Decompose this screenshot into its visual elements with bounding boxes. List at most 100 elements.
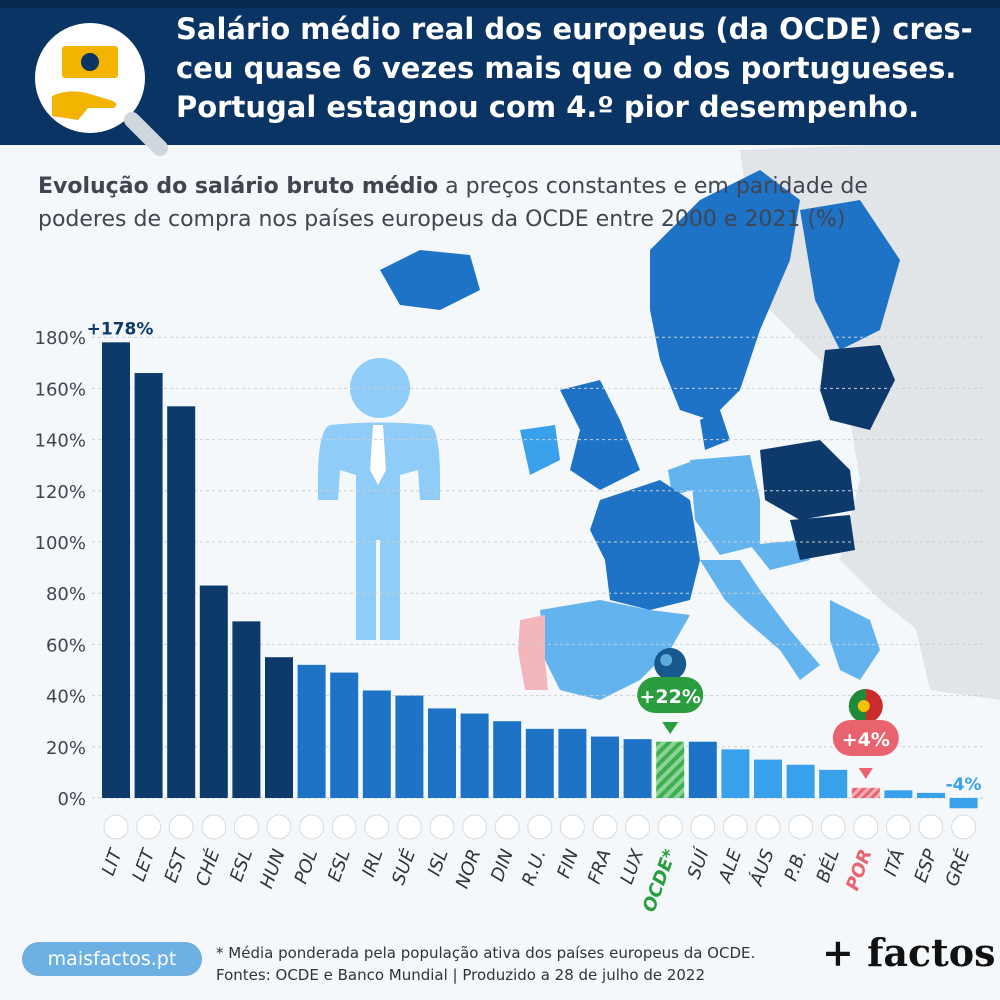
headline-line-3: Portugal estagnou com 4.º pior desempenh… [176, 90, 920, 124]
greece-flag [951, 814, 977, 840]
bar [949, 798, 978, 809]
flag-disc [625, 814, 651, 840]
slovenia-flag [331, 814, 357, 840]
bar [134, 373, 163, 798]
x-tick-label: SUÍ [683, 845, 714, 882]
flag-disc [788, 814, 814, 840]
x-tick-label: CHÉ [191, 846, 225, 889]
bar [460, 713, 489, 798]
bar [232, 621, 261, 798]
bar [265, 657, 293, 798]
map-finland [800, 200, 900, 350]
map-italy [700, 560, 820, 680]
footnote-line-2: Fontes: OCDE e Banco Mundial | Produzido… [216, 966, 706, 984]
globe-land [660, 654, 673, 666]
headline-line-1: Salário médio real dos europeus (da OCDE… [176, 12, 973, 46]
flag-disc [364, 814, 390, 840]
flag-disc [853, 814, 879, 840]
x-tick-label: SUÉ [387, 846, 420, 888]
flag-disc [233, 814, 259, 840]
x-tick-label: ITÁ [879, 846, 909, 879]
map-spain [540, 600, 690, 700]
denmark-flag [494, 814, 520, 840]
portugal-pointer [858, 768, 873, 779]
portugal-flag-emblem [857, 700, 870, 712]
x-tick-label: ESL [226, 847, 257, 885]
norway-flag [462, 814, 488, 840]
header-banner [0, 0, 1000, 145]
flag-disc [266, 814, 292, 840]
flag-disc [527, 814, 553, 840]
netherlands-flag [788, 814, 814, 840]
negative-bar-label: -4% [946, 775, 982, 795]
bar [721, 749, 750, 798]
bar [330, 672, 359, 798]
bar [656, 741, 685, 798]
x-tick-label: POL [291, 847, 323, 887]
bar [851, 787, 880, 798]
flag-disc [136, 814, 162, 840]
globe-icon [657, 814, 683, 840]
map-baltics [820, 345, 895, 430]
y-tick-label: 140% [35, 431, 86, 452]
hungary-flag [266, 814, 292, 840]
y-tick-label: 160% [35, 379, 86, 400]
worker-body [318, 422, 440, 640]
x-tick-label: LUX [616, 846, 648, 887]
map-light-countries [518, 455, 880, 700]
austria-flag [755, 814, 781, 840]
flag-disc [820, 814, 846, 840]
bar [623, 739, 652, 798]
flag-disc [494, 814, 520, 840]
bar [395, 695, 424, 798]
finland-flag [559, 814, 585, 840]
y-tick-label: 120% [35, 482, 86, 503]
bar [917, 792, 945, 798]
money-magnifier-logo [10, 8, 180, 178]
flag-disc [299, 814, 325, 840]
flag-disc [462, 814, 488, 840]
map-greece [830, 600, 880, 680]
footer-note: * Média ponderada pela população ativa d… [216, 942, 755, 986]
map-uk [560, 380, 640, 490]
x-tick-label: LIT [98, 845, 127, 879]
map-iceland [380, 250, 480, 310]
bar [525, 728, 554, 798]
flag-disc [722, 814, 748, 840]
x-tick-label: ESL [324, 847, 355, 885]
france-flag [592, 814, 618, 840]
bar [591, 736, 619, 798]
sweden-flag [396, 814, 422, 840]
x-tick-label: BÉL [812, 846, 844, 885]
map-norway-sweden [650, 170, 800, 420]
latvia-flag [136, 814, 162, 840]
x-tick-label: FRA [584, 847, 616, 887]
x-tick-label: EST [161, 845, 193, 886]
portugal-badge [832, 720, 899, 756]
portugal-flag [853, 814, 879, 840]
flag-disc [755, 814, 781, 840]
map-france [590, 480, 700, 610]
luxembourg-flag [625, 814, 651, 840]
magnifier-handle [124, 112, 168, 156]
flag-disc [592, 814, 618, 840]
bar [558, 728, 587, 798]
lithuania-flag [103, 814, 129, 840]
oecd-pointer [662, 722, 679, 734]
top-bar-label: +178% [87, 319, 154, 339]
x-tick-label: ALE [714, 846, 746, 886]
x-tick-label: LET [128, 845, 159, 885]
bar [297, 664, 326, 798]
flag-disc [559, 814, 585, 840]
flag-disc [690, 814, 716, 840]
site-link-badge[interactable]: maisfactos.pt [22, 942, 202, 976]
map-dark-countries [760, 345, 895, 560]
x-tick-label: NOR [452, 847, 485, 892]
x-tick-label: GRÉ [941, 846, 975, 890]
y-tick-label: 180% [35, 328, 86, 349]
bar [428, 708, 456, 798]
headline-line-2: ceu quase 6 vezes mais que o dos portugu… [176, 51, 957, 85]
bar [199, 585, 228, 798]
map-benelux [668, 462, 694, 495]
